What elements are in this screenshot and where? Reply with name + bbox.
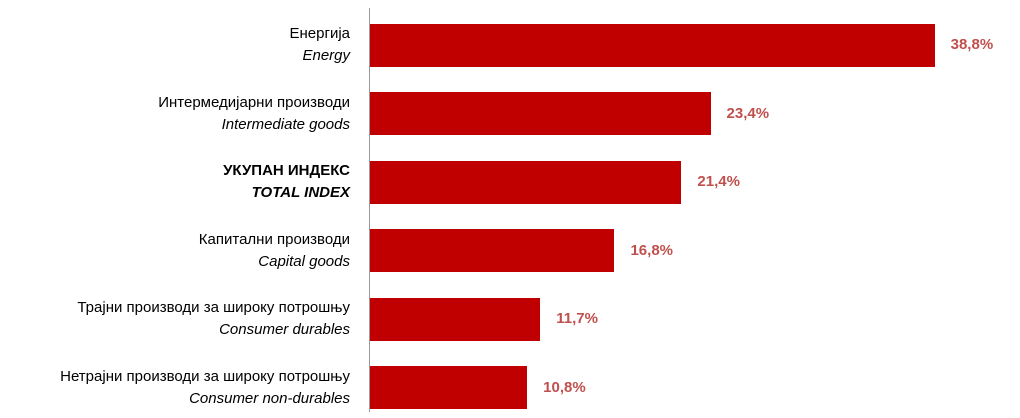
category-label-en: Intermediate goods: [221, 115, 350, 133]
category-label: УКУПАН ИНДЕКС TOTAL INDEX: [0, 160, 350, 204]
category-label-sr: Нетрајни производи за широку потрошњу: [60, 367, 350, 385]
category-axis-line: [369, 8, 370, 412]
category-label-sr: Енергија: [289, 25, 351, 43]
bar: [370, 160, 682, 204]
bar: [370, 23, 935, 67]
bar: [370, 366, 528, 410]
category-label-en: TOTAL INDEX: [251, 184, 350, 202]
category-label: Интермедијарни производи Intermediate goo…: [0, 92, 350, 136]
category-label-sr: Трајни производи за широку потрошњу: [77, 299, 350, 317]
category-label-sr: Интермедијарни производи: [158, 93, 350, 111]
bar: [370, 229, 615, 273]
value-label: 11,7%: [556, 310, 598, 328]
category-label-en: Energy: [302, 47, 350, 65]
value-label: 21,4%: [697, 173, 740, 191]
category-label: Нетрајни производи за широку потрошњу Con…: [0, 366, 350, 410]
category-label: Трајни производи за широку потрошњу Consu…: [0, 297, 350, 341]
bar: [370, 297, 541, 341]
category-label-sr: УКУПАН ИНДЕКС: [223, 162, 350, 180]
category-label-en: Consumer durables: [219, 321, 350, 339]
value-label: 10,8%: [543, 378, 586, 396]
bar: [370, 92, 711, 136]
category-label-sr: Капитални производи: [198, 230, 350, 248]
value-label: 23,4%: [726, 104, 770, 122]
value-label: 16,8%: [630, 241, 674, 259]
value-label: 38,8%: [950, 36, 994, 54]
category-label: Капитални производи Capital goods: [0, 229, 350, 273]
category-label: Енергија Energy: [0, 23, 351, 67]
category-label-en: Consumer non-durables: [189, 389, 350, 407]
category-label-en: Capital goods: [258, 252, 350, 270]
